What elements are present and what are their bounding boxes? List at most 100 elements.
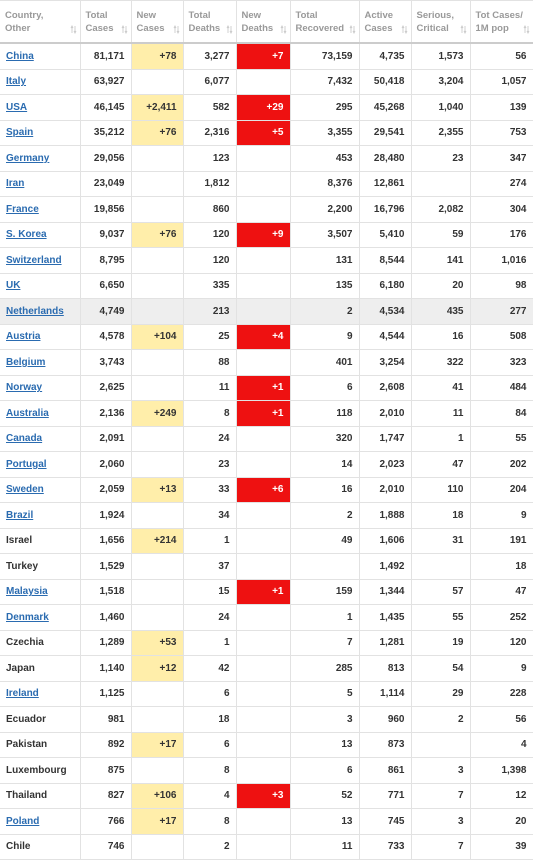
table-cell: 323 xyxy=(469,349,533,376)
column-header[interactable]: Active Cases xyxy=(358,0,412,44)
country-name: Thailand xyxy=(0,782,81,809)
country-name[interactable]: Italy xyxy=(0,68,81,95)
table-cell: 120 xyxy=(469,629,533,656)
country-name[interactable]: Belgium xyxy=(0,349,81,376)
table-cell: 4,534 xyxy=(358,298,412,325)
table-cell: 29,056 xyxy=(79,145,132,172)
table-cell: 18 xyxy=(182,706,237,733)
country-name[interactable]: Sweden xyxy=(0,476,81,503)
header-line: Cases xyxy=(364,22,393,34)
table-cell: 960 xyxy=(358,706,412,733)
country-name[interactable]: Poland xyxy=(0,808,81,835)
country-name: Ecuador xyxy=(0,706,81,733)
country-name[interactable]: Germany xyxy=(0,145,81,172)
table-cell: 875 xyxy=(79,757,132,784)
table-cell xyxy=(130,502,184,529)
table-cell xyxy=(130,451,184,478)
table-row: Luxembourg 875 8 6 861 3 1,398 xyxy=(0,757,533,784)
table-cell: 120 xyxy=(182,247,237,274)
table-cell: 24 xyxy=(182,604,237,631)
table-cell: 16,796 xyxy=(358,196,412,223)
table-cell: 6,650 xyxy=(79,272,132,299)
table-cell xyxy=(130,680,184,707)
table-cell: 9 xyxy=(469,655,533,682)
country-name[interactable]: Ireland xyxy=(0,680,81,707)
country-name[interactable]: S. Korea xyxy=(0,221,81,248)
country-name[interactable]: Canada xyxy=(0,425,81,452)
table-cell: 746 xyxy=(79,833,132,860)
table-cell: 8 xyxy=(182,400,237,427)
table-cell: +249 xyxy=(130,400,184,427)
table-cell: 873 xyxy=(358,731,412,758)
table-cell: 2 xyxy=(410,706,471,733)
country-name[interactable]: Portugal xyxy=(0,451,81,478)
table-cell: 1,289 xyxy=(79,629,132,656)
table-cell: 5,410 xyxy=(358,221,412,248)
table-cell: 6,077 xyxy=(182,68,237,95)
column-header[interactable]: Total Recovered xyxy=(289,0,360,44)
table-row: S. Korea 9,037 +76 120 +9 3,507 5,410 59 176 xyxy=(0,221,533,248)
table-cell xyxy=(130,272,184,299)
table-cell: +5 xyxy=(235,119,291,146)
column-header[interactable]: New Cases xyxy=(130,0,184,44)
table-cell: 484 xyxy=(469,374,533,401)
country-name[interactable]: China xyxy=(0,42,81,70)
column-header[interactable]: Total Deaths xyxy=(182,0,237,44)
table-cell: 33 xyxy=(182,476,237,503)
table-cell: 3,355 xyxy=(289,119,360,146)
table-cell: 12 xyxy=(469,782,533,809)
table-cell: 45,268 xyxy=(358,94,412,121)
table-cell: 277 xyxy=(469,298,533,325)
table-cell: 47 xyxy=(469,578,533,605)
table-cell: 56 xyxy=(469,706,533,733)
header-line: Country, xyxy=(5,9,44,21)
country-name[interactable]: Switzerland xyxy=(0,247,81,274)
table-cell: 2 xyxy=(182,833,237,860)
table-cell xyxy=(235,196,291,223)
table-cell: 861 xyxy=(358,757,412,784)
table-cell: +1 xyxy=(235,578,291,605)
column-header[interactable]: Tot Cases/1M pop xyxy=(469,0,533,44)
table-row: Austria 4,578 +104 25 +4 9 4,544 16 508 xyxy=(0,323,533,350)
table-row: Australia 2,136 +249 8 +1 118 2,010 11 84 xyxy=(0,400,533,427)
table-cell: 20 xyxy=(410,272,471,299)
table-cell xyxy=(235,757,291,784)
country-name[interactable]: Iran xyxy=(0,170,81,197)
country-name[interactable]: Spain xyxy=(0,119,81,146)
country-name[interactable]: USA xyxy=(0,94,81,121)
table-cell: +6 xyxy=(235,476,291,503)
table-cell: 1,924 xyxy=(79,502,132,529)
table-cell: 123 xyxy=(182,145,237,172)
column-header[interactable]: Serious, Critical xyxy=(410,0,471,44)
table-cell: 6 xyxy=(182,731,237,758)
country-name[interactable]: Austria xyxy=(0,323,81,350)
table-cell: 274 xyxy=(469,170,533,197)
table-cell: 347 xyxy=(469,145,533,172)
table-cell: 1,016 xyxy=(469,247,533,274)
table-cell xyxy=(235,145,291,172)
column-header[interactable]: Country, Other xyxy=(0,0,81,44)
table-cell: 1 xyxy=(182,629,237,656)
table-cell: 295 xyxy=(289,94,360,121)
table-cell: 2,082 xyxy=(410,196,471,223)
country-name[interactable]: Denmark xyxy=(0,604,81,631)
table-cell: 7 xyxy=(410,833,471,860)
country-name[interactable]: France xyxy=(0,196,81,223)
header-line: Serious, xyxy=(416,9,455,21)
table-cell xyxy=(235,247,291,274)
country-name[interactable]: Australia xyxy=(0,400,81,427)
table-cell xyxy=(130,578,184,605)
table-cell: 4,578 xyxy=(79,323,132,350)
table-cell: 41 xyxy=(410,374,471,401)
country-name[interactable]: UK xyxy=(0,272,81,299)
column-header[interactable]: New Deaths xyxy=(235,0,291,44)
table-cell: 55 xyxy=(410,604,471,631)
country-name[interactable]: Brazil xyxy=(0,502,81,529)
country-name[interactable]: Malaysia xyxy=(0,578,81,605)
column-header[interactable]: Total Cases xyxy=(79,0,132,44)
table-cell: 745 xyxy=(358,808,412,835)
table-cell: 1,114 xyxy=(358,680,412,707)
country-name[interactable]: Netherlands xyxy=(0,298,81,325)
country-name[interactable]: Norway xyxy=(0,374,81,401)
table-cell: 1,125 xyxy=(79,680,132,707)
